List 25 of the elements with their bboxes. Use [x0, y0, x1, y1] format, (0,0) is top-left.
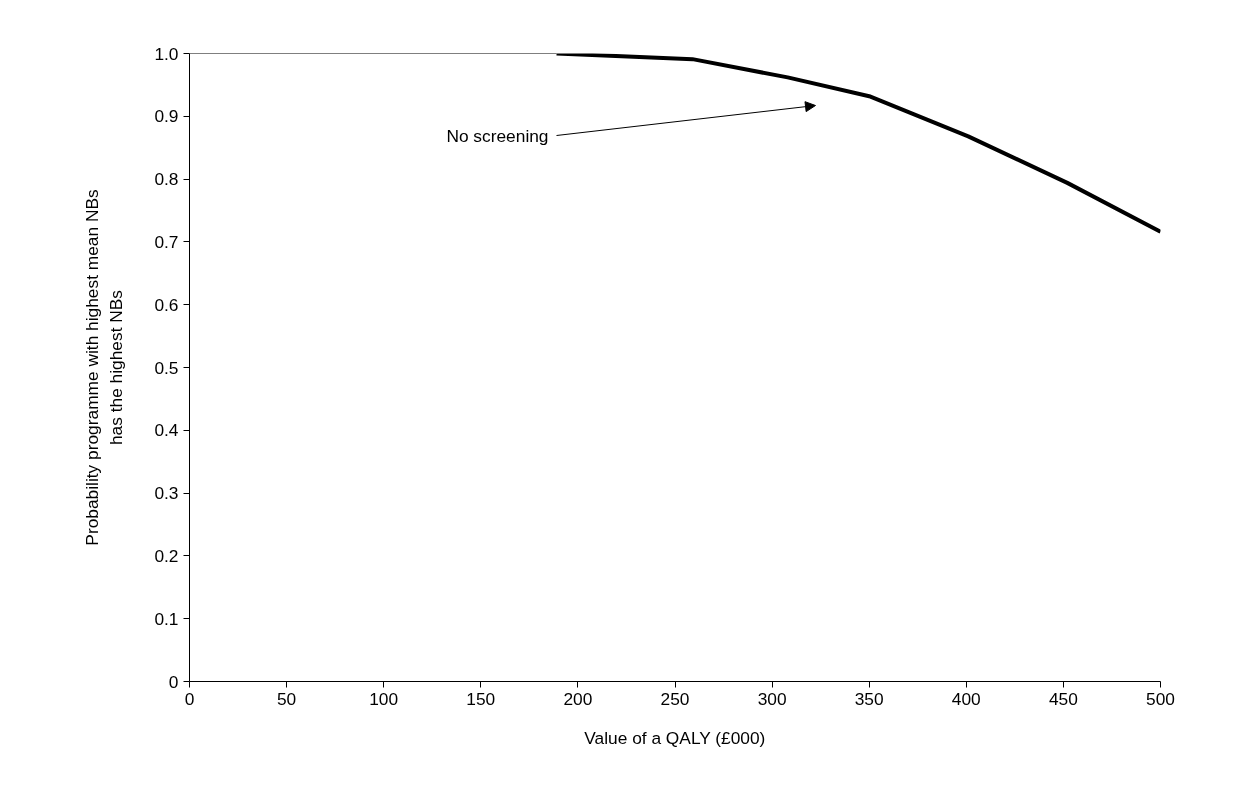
y-tick-label: 0.4 — [154, 420, 179, 441]
y-tick-label: 0 — [168, 671, 179, 692]
y-tick-label: 0.9 — [154, 106, 179, 127]
y-axis-title: Probability programme with highest mean NBs has the highest NBs — [82, 188, 127, 546]
x-tick-label: 250 — [660, 688, 690, 709]
y-tick-label: 0.5 — [154, 357, 179, 378]
x-tick-label: 500 — [1146, 688, 1175, 709]
y-tick-label: 0.1 — [154, 608, 179, 629]
x-tick-label: 350 — [854, 688, 884, 709]
y-tick-label: 0.3 — [154, 483, 179, 504]
x-tick-label: 0 — [184, 688, 195, 709]
annotation: No screening — [446, 125, 549, 146]
x-tick-label: 100 — [369, 688, 399, 709]
x-tick-label: 50 — [276, 688, 297, 709]
y-tick-label: 0.2 — [154, 545, 179, 566]
x-tick-label: 300 — [757, 688, 787, 709]
x-axis-title: Value of a QALY (£000) — [584, 727, 766, 748]
y-tick-label: 0.6 — [154, 294, 179, 315]
y-tick-label: 1.0 — [154, 43, 179, 64]
y-tick-label: 0.8 — [154, 169, 179, 190]
x-tick-label: 200 — [563, 688, 593, 709]
x-tick-label: 150 — [466, 688, 496, 709]
x-tick-label: 400 — [951, 688, 981, 709]
x-tick-label: 450 — [1048, 688, 1078, 709]
y-tick-label: 0.7 — [154, 231, 179, 252]
